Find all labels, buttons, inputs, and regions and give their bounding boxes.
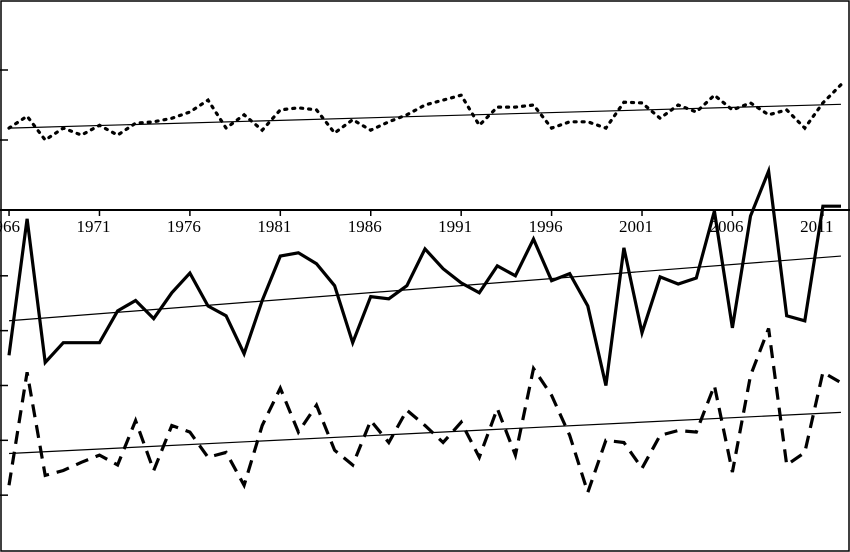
trend-line [8,255,842,322]
x-tick-label: 2011 [800,217,833,236]
trend-line [9,103,841,129]
series-line [7,327,842,498]
series-line [7,164,841,386]
x-tick-label: 2001 [619,217,653,236]
trend-line [9,411,841,455]
x-tick-label: 1976 [167,217,201,236]
x-tick-label: 1971 [76,217,110,236]
series-line [7,83,843,143]
x-tick-label: 1966 [0,217,20,236]
x-tick-label: 1981 [257,217,291,236]
x-tick-label: 1991 [438,217,472,236]
x-tick-label: 1986 [348,217,382,236]
x-tick-label: 1996 [529,217,563,236]
